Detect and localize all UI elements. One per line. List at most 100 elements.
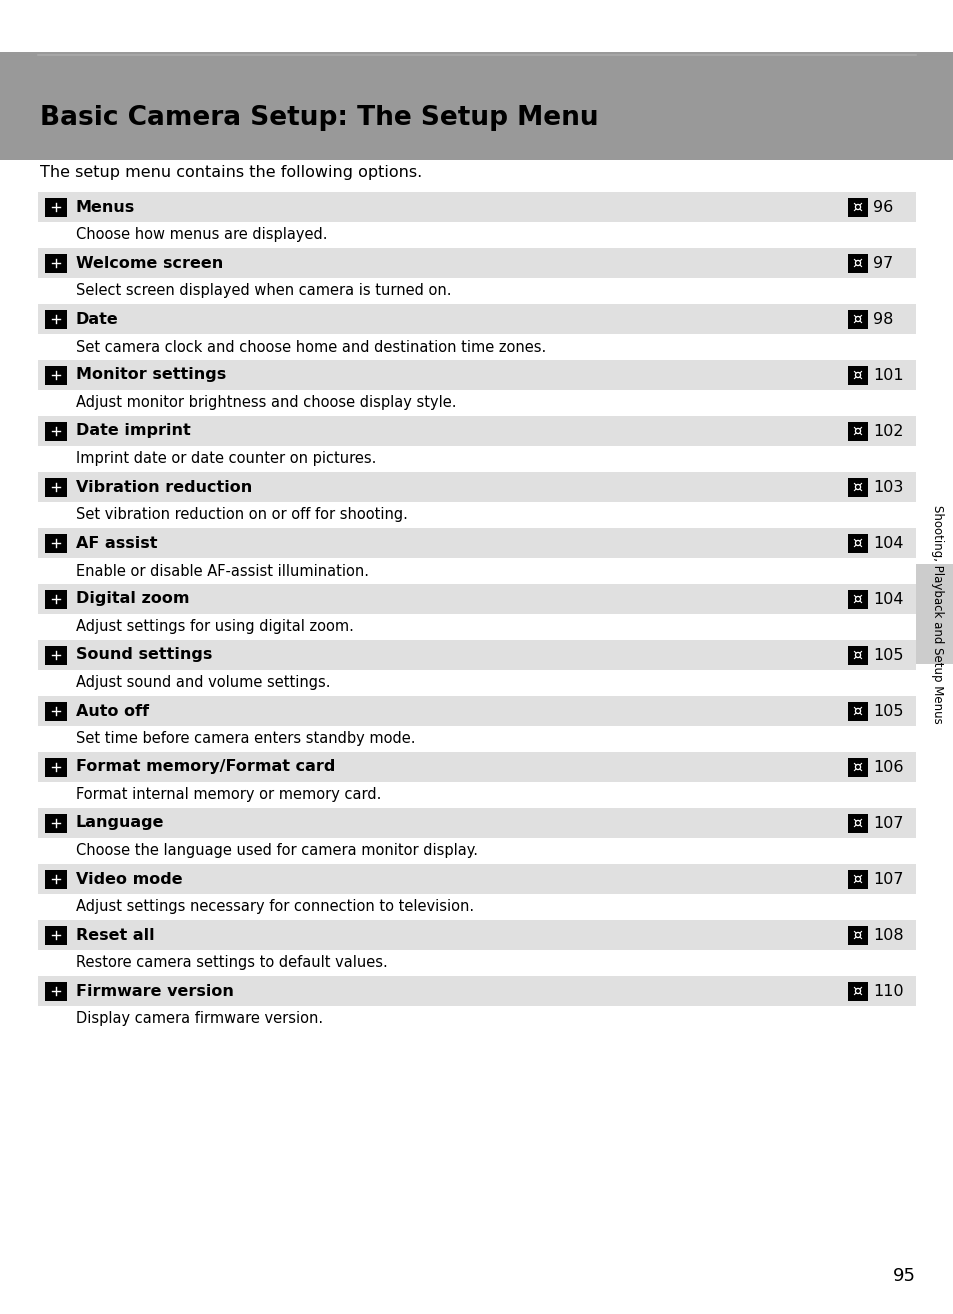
Circle shape [855, 428, 860, 434]
Bar [915, 564, 953, 664]
Text: Choose the language used for camera monitor display.: Choose the language used for camera moni… [76, 844, 477, 858]
Circle shape [856, 989, 859, 992]
Text: Language: Language [76, 816, 164, 830]
Text: Welcome screen: Welcome screen [76, 255, 223, 271]
Circle shape [855, 485, 860, 490]
Bar [847, 365, 867, 385]
Bar [847, 197, 867, 217]
Bar [38, 304, 915, 334]
Bar [45, 925, 67, 945]
Circle shape [855, 765, 860, 770]
Bar [38, 894, 915, 920]
Text: Sound settings: Sound settings [76, 648, 213, 662]
Text: Shooting, Playback and Setup Menus: Shooting, Playback and Setup Menus [930, 505, 943, 724]
Circle shape [856, 373, 859, 376]
Circle shape [856, 710, 859, 712]
Bar [38, 583, 915, 614]
Bar [45, 757, 67, 777]
Bar [38, 670, 915, 696]
Text: Display camera firmware version.: Display camera firmware version. [76, 1012, 323, 1026]
Circle shape [855, 205, 860, 209]
Text: 97: 97 [872, 255, 892, 271]
Bar [45, 813, 67, 833]
Bar [38, 417, 915, 445]
Bar [38, 950, 915, 976]
Text: 104: 104 [872, 591, 902, 607]
Bar [38, 248, 915, 279]
Text: Set camera clock and choose home and destination time zones.: Set camera clock and choose home and des… [76, 339, 546, 355]
Circle shape [855, 653, 860, 657]
Circle shape [856, 934, 859, 936]
Bar [38, 727, 915, 752]
Text: Set time before camera enters standby mode.: Set time before camera enters standby mo… [76, 732, 416, 746]
Text: Set vibration reduction on or off for shooting.: Set vibration reduction on or off for sh… [76, 507, 408, 523]
Circle shape [856, 598, 859, 600]
Circle shape [855, 372, 860, 377]
Bar [38, 808, 915, 838]
Bar [847, 702, 867, 720]
Bar [45, 254, 67, 272]
Circle shape [855, 260, 860, 265]
Bar [38, 192, 915, 222]
Bar [847, 254, 867, 272]
Bar [847, 813, 867, 833]
Bar [45, 197, 67, 217]
Text: Choose how menus are displayed.: Choose how menus are displayed. [76, 227, 327, 243]
Circle shape [855, 933, 860, 937]
Bar [38, 640, 915, 670]
Text: Restore camera settings to default values.: Restore camera settings to default value… [76, 955, 387, 971]
Bar [38, 360, 915, 390]
Circle shape [856, 541, 859, 544]
Text: Adjust settings necessary for connection to television.: Adjust settings necessary for connection… [76, 900, 474, 915]
Text: 105: 105 [872, 648, 902, 662]
Circle shape [855, 988, 860, 993]
Bar [45, 870, 67, 888]
Circle shape [855, 708, 860, 714]
Text: Firmware version: Firmware version [76, 983, 233, 999]
Bar [847, 533, 867, 552]
Text: Reset all: Reset all [76, 928, 154, 942]
Bar [847, 982, 867, 1000]
Text: Monitor settings: Monitor settings [76, 368, 226, 382]
Text: Date imprint: Date imprint [76, 423, 191, 439]
Bar [38, 222, 915, 248]
Circle shape [856, 878, 859, 880]
Text: 108: 108 [872, 928, 902, 942]
Text: 96: 96 [872, 200, 892, 214]
Bar [38, 528, 915, 558]
Bar [38, 696, 915, 727]
Circle shape [856, 654, 859, 656]
Circle shape [855, 540, 860, 545]
Bar [38, 752, 915, 782]
Text: The setup menu contains the following options.: The setup menu contains the following op… [40, 164, 422, 180]
Text: Adjust monitor brightness and choose display style.: Adjust monitor brightness and choose dis… [76, 396, 456, 410]
Text: 103: 103 [872, 480, 902, 494]
Bar [38, 390, 915, 417]
Circle shape [856, 430, 859, 432]
Text: Adjust settings for using digital zoom.: Adjust settings for using digital zoom. [76, 619, 354, 635]
Bar [45, 422, 67, 440]
Bar [38, 920, 915, 950]
Bar [45, 365, 67, 385]
Bar [38, 472, 915, 502]
Bar [38, 334, 915, 360]
Bar [0, 0, 953, 53]
Circle shape [856, 766, 859, 769]
Text: 102: 102 [872, 423, 902, 439]
Bar [45, 477, 67, 497]
Bar [847, 310, 867, 328]
Circle shape [855, 317, 860, 322]
Text: 98: 98 [872, 311, 892, 326]
Bar [38, 782, 915, 808]
Bar [45, 982, 67, 1000]
Text: Format memory/Format card: Format memory/Format card [76, 759, 335, 774]
Bar [38, 976, 915, 1007]
Text: 110: 110 [872, 983, 902, 999]
Text: 104: 104 [872, 536, 902, 551]
Bar [847, 477, 867, 497]
Bar [847, 590, 867, 608]
Circle shape [856, 318, 859, 321]
Text: Vibration reduction: Vibration reduction [76, 480, 252, 494]
Text: AF assist: AF assist [76, 536, 157, 551]
Bar [45, 590, 67, 608]
